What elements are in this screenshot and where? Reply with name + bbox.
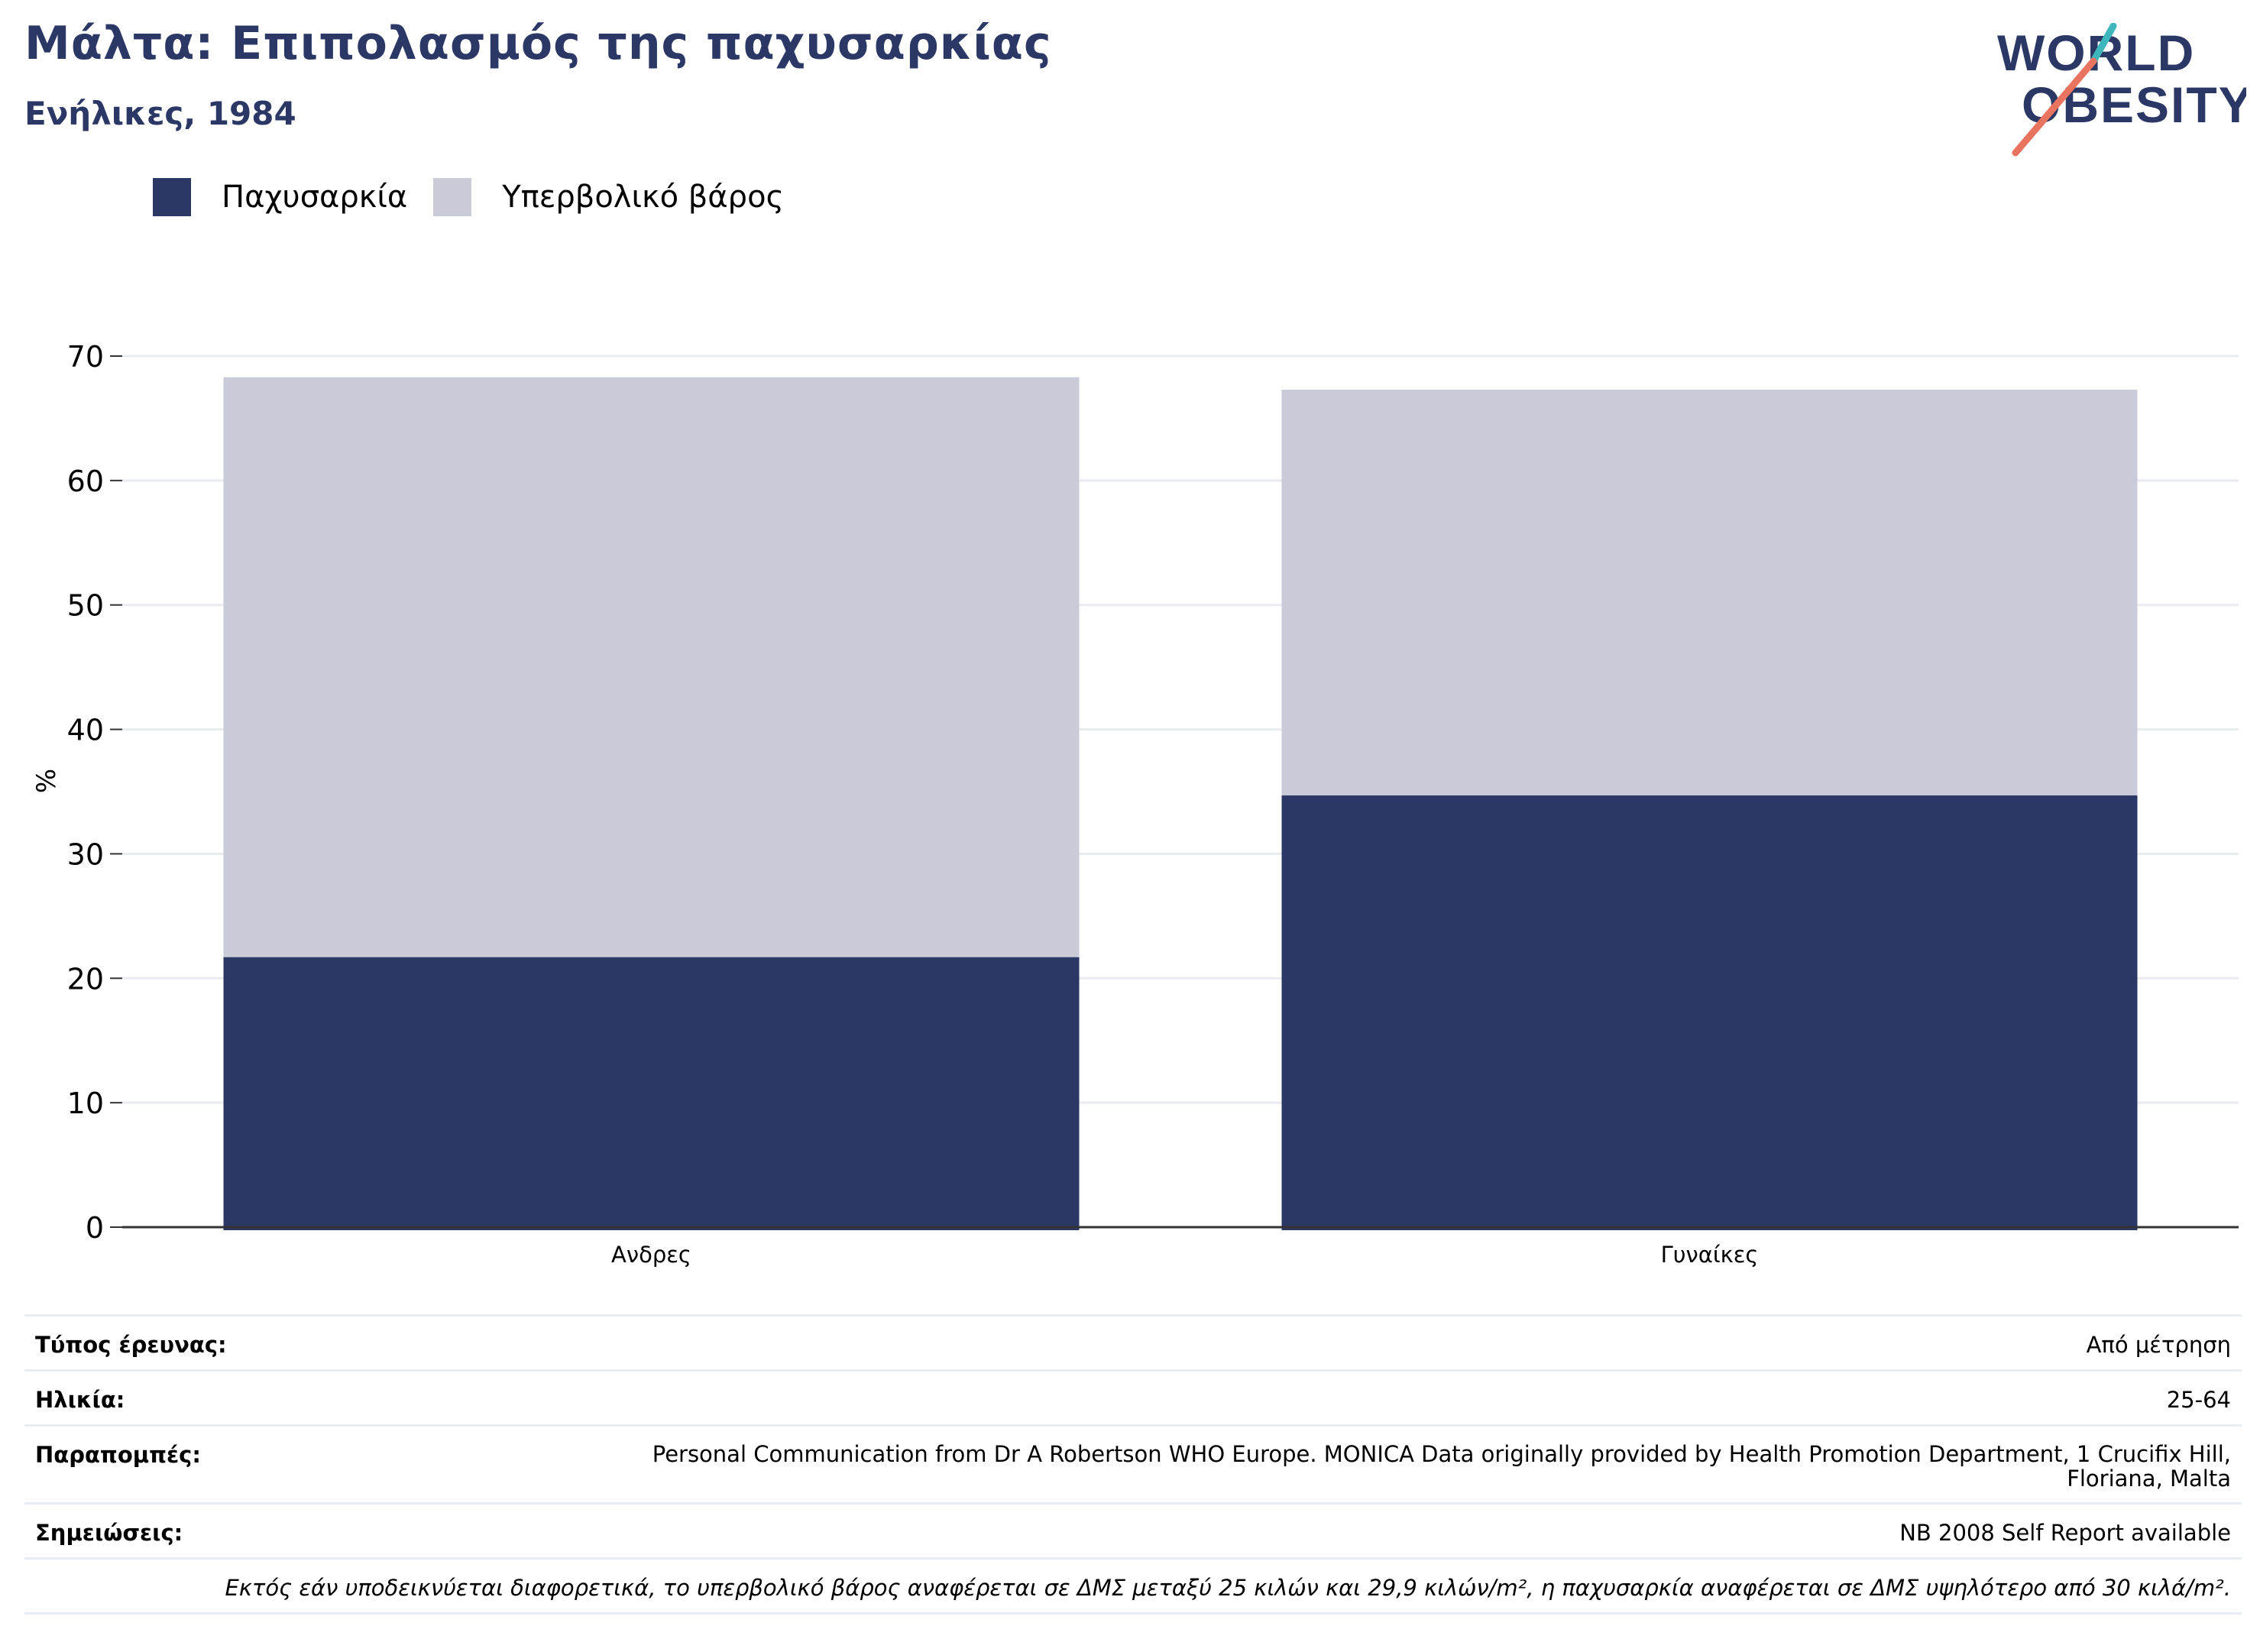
- x-tick-label-0: Ανδρες: [611, 1242, 691, 1268]
- meta-value-notes: NB 2008 Self Report available: [1899, 1520, 2231, 1546]
- meta-row-footnote: Εκτός εάν υποδεικνύεται διαφορετικά, το …: [24, 1560, 2242, 1615]
- meta-value-references: Personal Communication from Dr A Roberts…: [652, 1441, 2231, 1492]
- bar-obesity-1: [1281, 795, 2138, 1230]
- y-axis-label: %: [31, 769, 62, 793]
- chart-subtitle: Ενήλικες, 1984: [24, 95, 296, 132]
- legend-label-obesity: Παχυσαρκία: [222, 180, 408, 215]
- meta-value-survey-type: Από μέτρηση: [2086, 1332, 2231, 1358]
- meta-key-references: Παραπομπές:: [35, 1442, 201, 1468]
- meta-row-survey-type: Τύπος έρευνας: Από μέτρηση: [24, 1317, 2242, 1372]
- legend-label-overweight: Υπερβολικό βάρος: [502, 180, 785, 215]
- logo-slash-teal: [2090, 23, 2117, 65]
- definition-footnote: Εκτός εάν υποδεικνύεται διαφορετικά, το …: [225, 1575, 2232, 1601]
- x-tick-label-1: Γυναίκες: [1661, 1242, 1759, 1268]
- y-tick-label-10: 10: [67, 1087, 104, 1120]
- meta-key-notes: Σημειώσεις:: [35, 1520, 183, 1546]
- y-tick-label-60: 60: [67, 465, 104, 498]
- stacked-bar-chart: 0 10 20 30 40 50 60 70% Ανδρες Γυναίκες: [31, 340, 2239, 1268]
- y-tick-label-50: 50: [67, 589, 104, 623]
- y-tick-label-20: 20: [67, 962, 104, 996]
- bar-overweight-1: [1281, 389, 2138, 795]
- meta-value-age: 25-64: [2166, 1387, 2231, 1413]
- y-tick-label-0: 0: [86, 1211, 104, 1245]
- logo-slash-coral: [2012, 57, 2097, 157]
- y-tick-label-30: 30: [67, 837, 104, 871]
- legend-item-overweight: Υπερβολικό βάρος: [433, 178, 784, 216]
- meta-row-notes: Σημειώσεις: NB 2008 Self Report availabl…: [24, 1505, 2242, 1560]
- world-obesity-logo: WORLD OBESITY: [1997, 23, 2246, 157]
- legend-swatch-overweight: [433, 178, 472, 216]
- meta-key-age: Ηλικία:: [35, 1387, 125, 1413]
- chart-title: Μάλτα: Επιπολασμός της παχυσαρκίας: [24, 17, 1052, 70]
- survey-info-table: Τύπος έρευνας: Από μέτρηση Ηλικία: 25-64…: [24, 1314, 2242, 1615]
- meta-row-age: Ηλικία: 25-64: [24, 1372, 2242, 1427]
- legend-swatch-obesity: [153, 178, 191, 216]
- bar-obesity-0: [223, 957, 1080, 1230]
- meta-key-survey-type: Τύπος έρευνας:: [35, 1332, 227, 1358]
- y-tick-label-40: 40: [67, 714, 104, 747]
- y-tick-label-70: 70: [67, 340, 104, 374]
- bar-overweight-0: [223, 377, 1080, 957]
- chart-legend: Παχυσαρκία Υπερβολικό βάρος: [153, 174, 810, 220]
- meta-row-references: Παραπομπές: Personal Communication from …: [24, 1427, 2242, 1505]
- legend-item-obesity: Παχυσαρκία: [153, 178, 407, 216]
